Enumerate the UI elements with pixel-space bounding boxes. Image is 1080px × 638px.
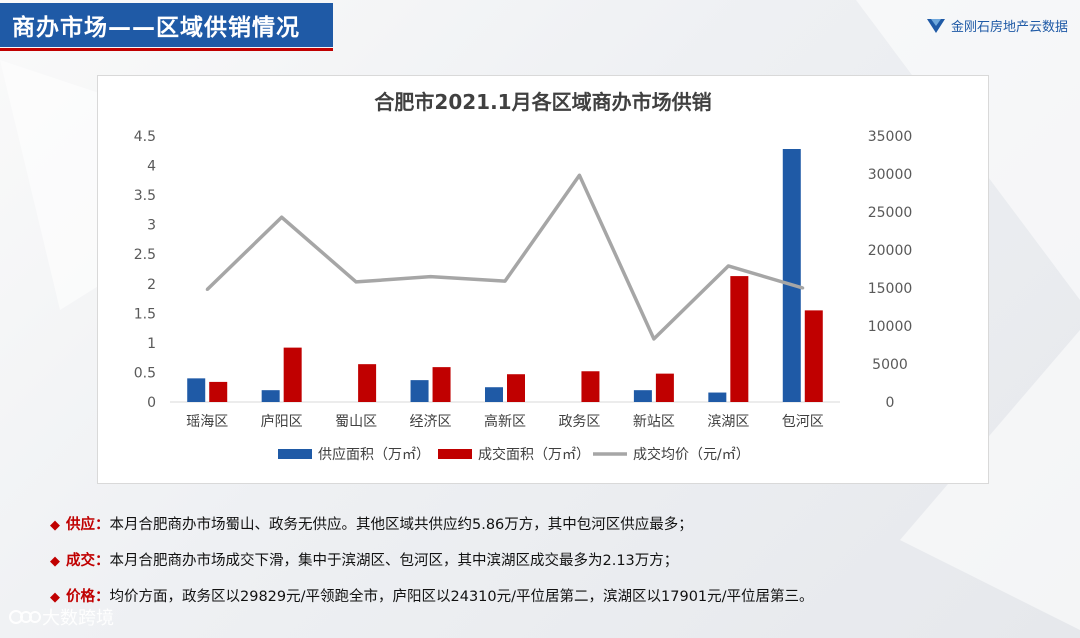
watermark: 大数跨境 (8, 604, 114, 630)
bar-supply (485, 387, 503, 402)
x-tick-label: 政务区 (558, 414, 600, 430)
bar-sales (581, 371, 600, 402)
brand-name: 金刚石房地产云数据 (950, 20, 1068, 35)
y-left-tick-label: 4.5 (134, 129, 156, 145)
x-tick-label: 高新区 (484, 413, 526, 430)
watermark-logo-icon (9, 610, 41, 624)
bar-supply (633, 390, 652, 402)
x-tick-label: 瑶海区 (186, 414, 228, 430)
y-left-tick-label: 1 (147, 336, 156, 352)
point-avg-price (429, 275, 433, 279)
line-avg-price (206, 173, 804, 341)
bar-supply (261, 390, 280, 402)
y-right-tick-label: 30000 (868, 167, 913, 183)
bar-sales (358, 364, 377, 402)
brand-logo: 金刚石房地产云数据 (925, 16, 1068, 35)
point-avg-price (503, 279, 507, 283)
legend-swatch (438, 449, 472, 459)
y-right-tick-label: 10000 (868, 319, 913, 335)
diamond-icon: ◆ (50, 554, 60, 569)
y-right-tick-label: 5000 (872, 357, 908, 373)
point-avg-price (726, 264, 730, 268)
note-text: 本月合肥商办市场成交下滑，集中于滨湖区、包河区，其中滨湖区成交最多为2.13万方… (109, 553, 679, 569)
x-tick-label: 蜀山区 (335, 414, 377, 430)
y-left-tick-label: 2.5 (134, 247, 156, 263)
diamond-icon: ◆ (50, 518, 60, 533)
point-avg-price (801, 286, 805, 290)
bar-sales (507, 374, 525, 402)
x-tick-label: 新站区 (633, 414, 675, 430)
diamond-icon: ◆ (50, 590, 60, 605)
legend-swatch (278, 449, 312, 459)
watermark-text: 大数跨境 (42, 608, 114, 629)
bar-supply (187, 378, 206, 402)
diamond-logo-icon (926, 18, 945, 33)
y-left-tick-label: 4 (147, 159, 156, 175)
note-label: 供应： (66, 517, 110, 533)
note-sales: ◆ 成交：本月合肥商办市场成交下滑，集中于滨湖区、包河区，其中滨湖区成交最多为2.… (50, 543, 814, 579)
x-tick-label: 庐阳区 (261, 414, 303, 430)
legend-label: 成交均价（元/㎡） (633, 446, 750, 463)
x-tick-label: 包河区 (782, 414, 824, 430)
bar-sales (283, 347, 302, 402)
note-supply: ◆ 供应：本月合肥商办市场蜀山、政务无供应。其他区域共供应约5.86万方，其中包河… (50, 507, 814, 543)
note-text: 本月合肥商办市场蜀山、政务无供应。其他区域共供应约5.86万方，其中包河区供应最… (109, 517, 693, 533)
bar-sales (804, 310, 823, 402)
note-text: 均价方面，政务区以29829元/平领跑全市，庐阳区以24310元/平位居第二，滨… (109, 589, 814, 605)
point-avg-price (652, 337, 656, 341)
note-price: ◆ 价格：均价方面，政务区以29829元/平领跑全市，庐阳区以24310元/平位居… (50, 579, 814, 615)
y-left-tick-label: 2 (147, 277, 156, 293)
y-right-tick-label: 20000 (868, 243, 913, 259)
supply-sales-chart: 0 0.5 1 1.5 2 2.5 3 3.5 4 4.5 0 5000 10000 15000 20000… (134, 129, 913, 463)
bar-sales (209, 381, 228, 402)
y-right-tick-label: 25000 (868, 205, 913, 221)
y-left-tick-label: 0.5 (134, 365, 156, 381)
note-label: 成交： (66, 553, 110, 569)
point-avg-price (205, 288, 209, 292)
bar-sales (655, 373, 674, 402)
point-avg-price (354, 280, 358, 284)
y-left-tick-label: 0 (147, 395, 156, 411)
y-left-tick-label: 3.5 (134, 188, 156, 204)
note-label: 价格： (66, 589, 110, 605)
legend-label: 供应面积（万㎡） (318, 446, 430, 463)
page-title: 商办市场——区域供销情况 (0, 3, 333, 51)
y-left-tick-label: 1.5 (134, 306, 156, 322)
bar-supply (410, 380, 429, 402)
notes-section: ◆ 供应：本月合肥商办市场蜀山、政务无供应。其他区域共供应约5.86万方，其中包河… (50, 507, 814, 615)
legend-label: 成交面积（万㎡） (478, 446, 590, 463)
y-right-tick-label: 0 (886, 395, 895, 411)
point-avg-price (280, 215, 284, 219)
y-right-tick-label: 15000 (868, 281, 913, 297)
bar-supply (708, 392, 727, 402)
bar-sales (432, 367, 451, 402)
y-left-tick-label: 3 (147, 218, 156, 234)
chart-title: 合肥市2021.1月各区域商办市场供销 (374, 90, 712, 114)
x-tick-label: 经济区 (410, 414, 452, 430)
y-right-tick-label: 35000 (868, 129, 913, 145)
x-tick-label: 滨湖区 (707, 414, 749, 430)
chart-panel: 合肥市2021.1月各区域商办市场供销 0 0.5 1 1.5 2 2.5 3 3.5 4 4.5… (97, 75, 989, 484)
point-avg-price (577, 173, 581, 177)
bar-supply (782, 149, 801, 402)
bar-sales (730, 276, 749, 402)
